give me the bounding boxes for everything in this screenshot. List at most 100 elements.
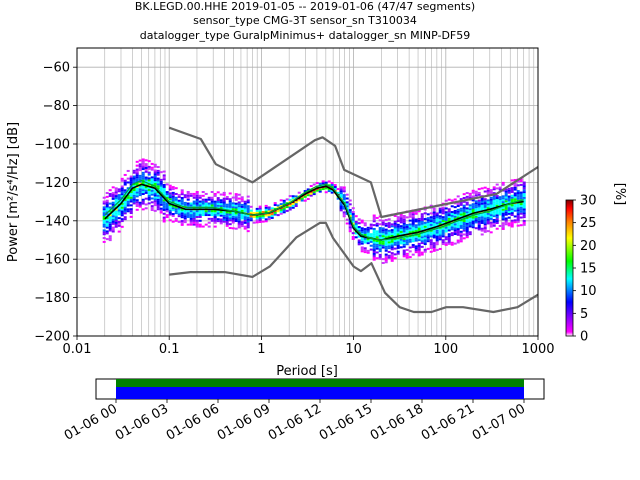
density-cell bbox=[402, 238, 406, 241]
density-cell bbox=[285, 209, 289, 212]
density-cell bbox=[522, 183, 526, 186]
density-cell bbox=[459, 232, 463, 235]
density-cell bbox=[519, 210, 523, 213]
density-cell bbox=[135, 195, 139, 198]
density-cell bbox=[372, 243, 376, 246]
density-cell bbox=[444, 236, 448, 239]
density-cell bbox=[276, 204, 280, 207]
density-cell bbox=[477, 226, 481, 229]
density-cell bbox=[162, 176, 166, 179]
density-cell bbox=[216, 220, 220, 223]
density-cell bbox=[390, 244, 394, 247]
density-cell bbox=[111, 186, 115, 189]
density-cell bbox=[267, 216, 271, 219]
density-cell bbox=[468, 212, 472, 215]
density-cell bbox=[522, 185, 526, 188]
density-cell bbox=[378, 246, 382, 249]
density-cell bbox=[207, 217, 211, 220]
density-cell bbox=[180, 210, 184, 213]
density-cell bbox=[417, 210, 421, 213]
density-cell bbox=[474, 192, 478, 195]
density-cell bbox=[189, 202, 193, 205]
density-cell bbox=[342, 186, 346, 189]
density-cell bbox=[198, 200, 202, 203]
density-cell bbox=[378, 234, 382, 237]
density-cell bbox=[390, 252, 394, 255]
density-cell bbox=[519, 195, 523, 198]
density-cell bbox=[483, 213, 487, 216]
density-cell bbox=[345, 222, 349, 225]
density-cell bbox=[129, 198, 133, 201]
density-cell bbox=[342, 194, 346, 197]
density-cell bbox=[384, 222, 388, 225]
density-cell bbox=[150, 197, 154, 200]
density-cell bbox=[441, 239, 445, 242]
density-cell bbox=[228, 207, 232, 210]
density-cell bbox=[345, 193, 349, 196]
density-cell bbox=[492, 222, 496, 225]
density-cell bbox=[495, 227, 499, 230]
density-cell bbox=[429, 204, 433, 207]
density-cell bbox=[207, 212, 211, 215]
density-cell bbox=[402, 226, 406, 229]
density-cell bbox=[135, 181, 139, 184]
density-cell bbox=[495, 214, 499, 217]
density-cell bbox=[153, 175, 157, 178]
density-cell bbox=[516, 193, 520, 196]
density-cell bbox=[519, 191, 523, 194]
density-cell bbox=[420, 236, 424, 239]
density-cell bbox=[456, 216, 460, 219]
density-cell bbox=[516, 218, 520, 221]
density-cell bbox=[471, 207, 475, 210]
density-cell bbox=[393, 220, 397, 223]
density-cell bbox=[444, 207, 448, 210]
density-cell bbox=[375, 224, 379, 227]
density-cell bbox=[522, 214, 526, 217]
density-cell bbox=[102, 196, 106, 199]
density-cell bbox=[435, 231, 439, 234]
density-cell bbox=[399, 219, 403, 222]
density-cell bbox=[375, 216, 379, 219]
density-cell bbox=[510, 219, 514, 222]
density-cell bbox=[102, 202, 106, 205]
density-cell bbox=[477, 209, 481, 212]
density-cell bbox=[462, 225, 466, 228]
density-cell bbox=[108, 219, 112, 222]
density-cell bbox=[432, 209, 436, 212]
density-cell bbox=[147, 198, 151, 201]
density-cell bbox=[384, 234, 388, 237]
density-cell bbox=[138, 203, 142, 206]
density-cell bbox=[360, 221, 364, 224]
density-cell bbox=[249, 211, 253, 214]
density-cell bbox=[381, 244, 385, 247]
density-cell bbox=[492, 209, 496, 212]
density-cell bbox=[186, 210, 190, 213]
density-cell bbox=[468, 217, 472, 220]
density-cell bbox=[147, 187, 151, 190]
density-cell bbox=[129, 210, 133, 213]
density-cell bbox=[264, 204, 268, 207]
density-cell bbox=[210, 204, 214, 207]
density-cell bbox=[423, 208, 427, 211]
density-cell bbox=[315, 182, 319, 185]
density-cell bbox=[126, 208, 130, 211]
density-cell bbox=[426, 247, 430, 250]
density-cell bbox=[198, 212, 202, 215]
density-cell bbox=[246, 209, 250, 212]
density-cell bbox=[168, 194, 172, 197]
density-cell bbox=[360, 238, 364, 241]
density-cell bbox=[411, 236, 415, 239]
density-cell bbox=[441, 208, 445, 211]
colorbar-tick-label: 30 bbox=[580, 194, 597, 209]
density-cell bbox=[132, 196, 136, 199]
density-cell bbox=[372, 214, 376, 217]
density-cell bbox=[354, 222, 358, 225]
density-cell bbox=[222, 191, 226, 194]
density-cell bbox=[123, 218, 127, 221]
density-cell bbox=[198, 219, 202, 222]
density-cell bbox=[327, 184, 331, 187]
density-cell bbox=[414, 230, 418, 233]
density-cell bbox=[471, 203, 475, 206]
density-cell bbox=[291, 195, 295, 198]
